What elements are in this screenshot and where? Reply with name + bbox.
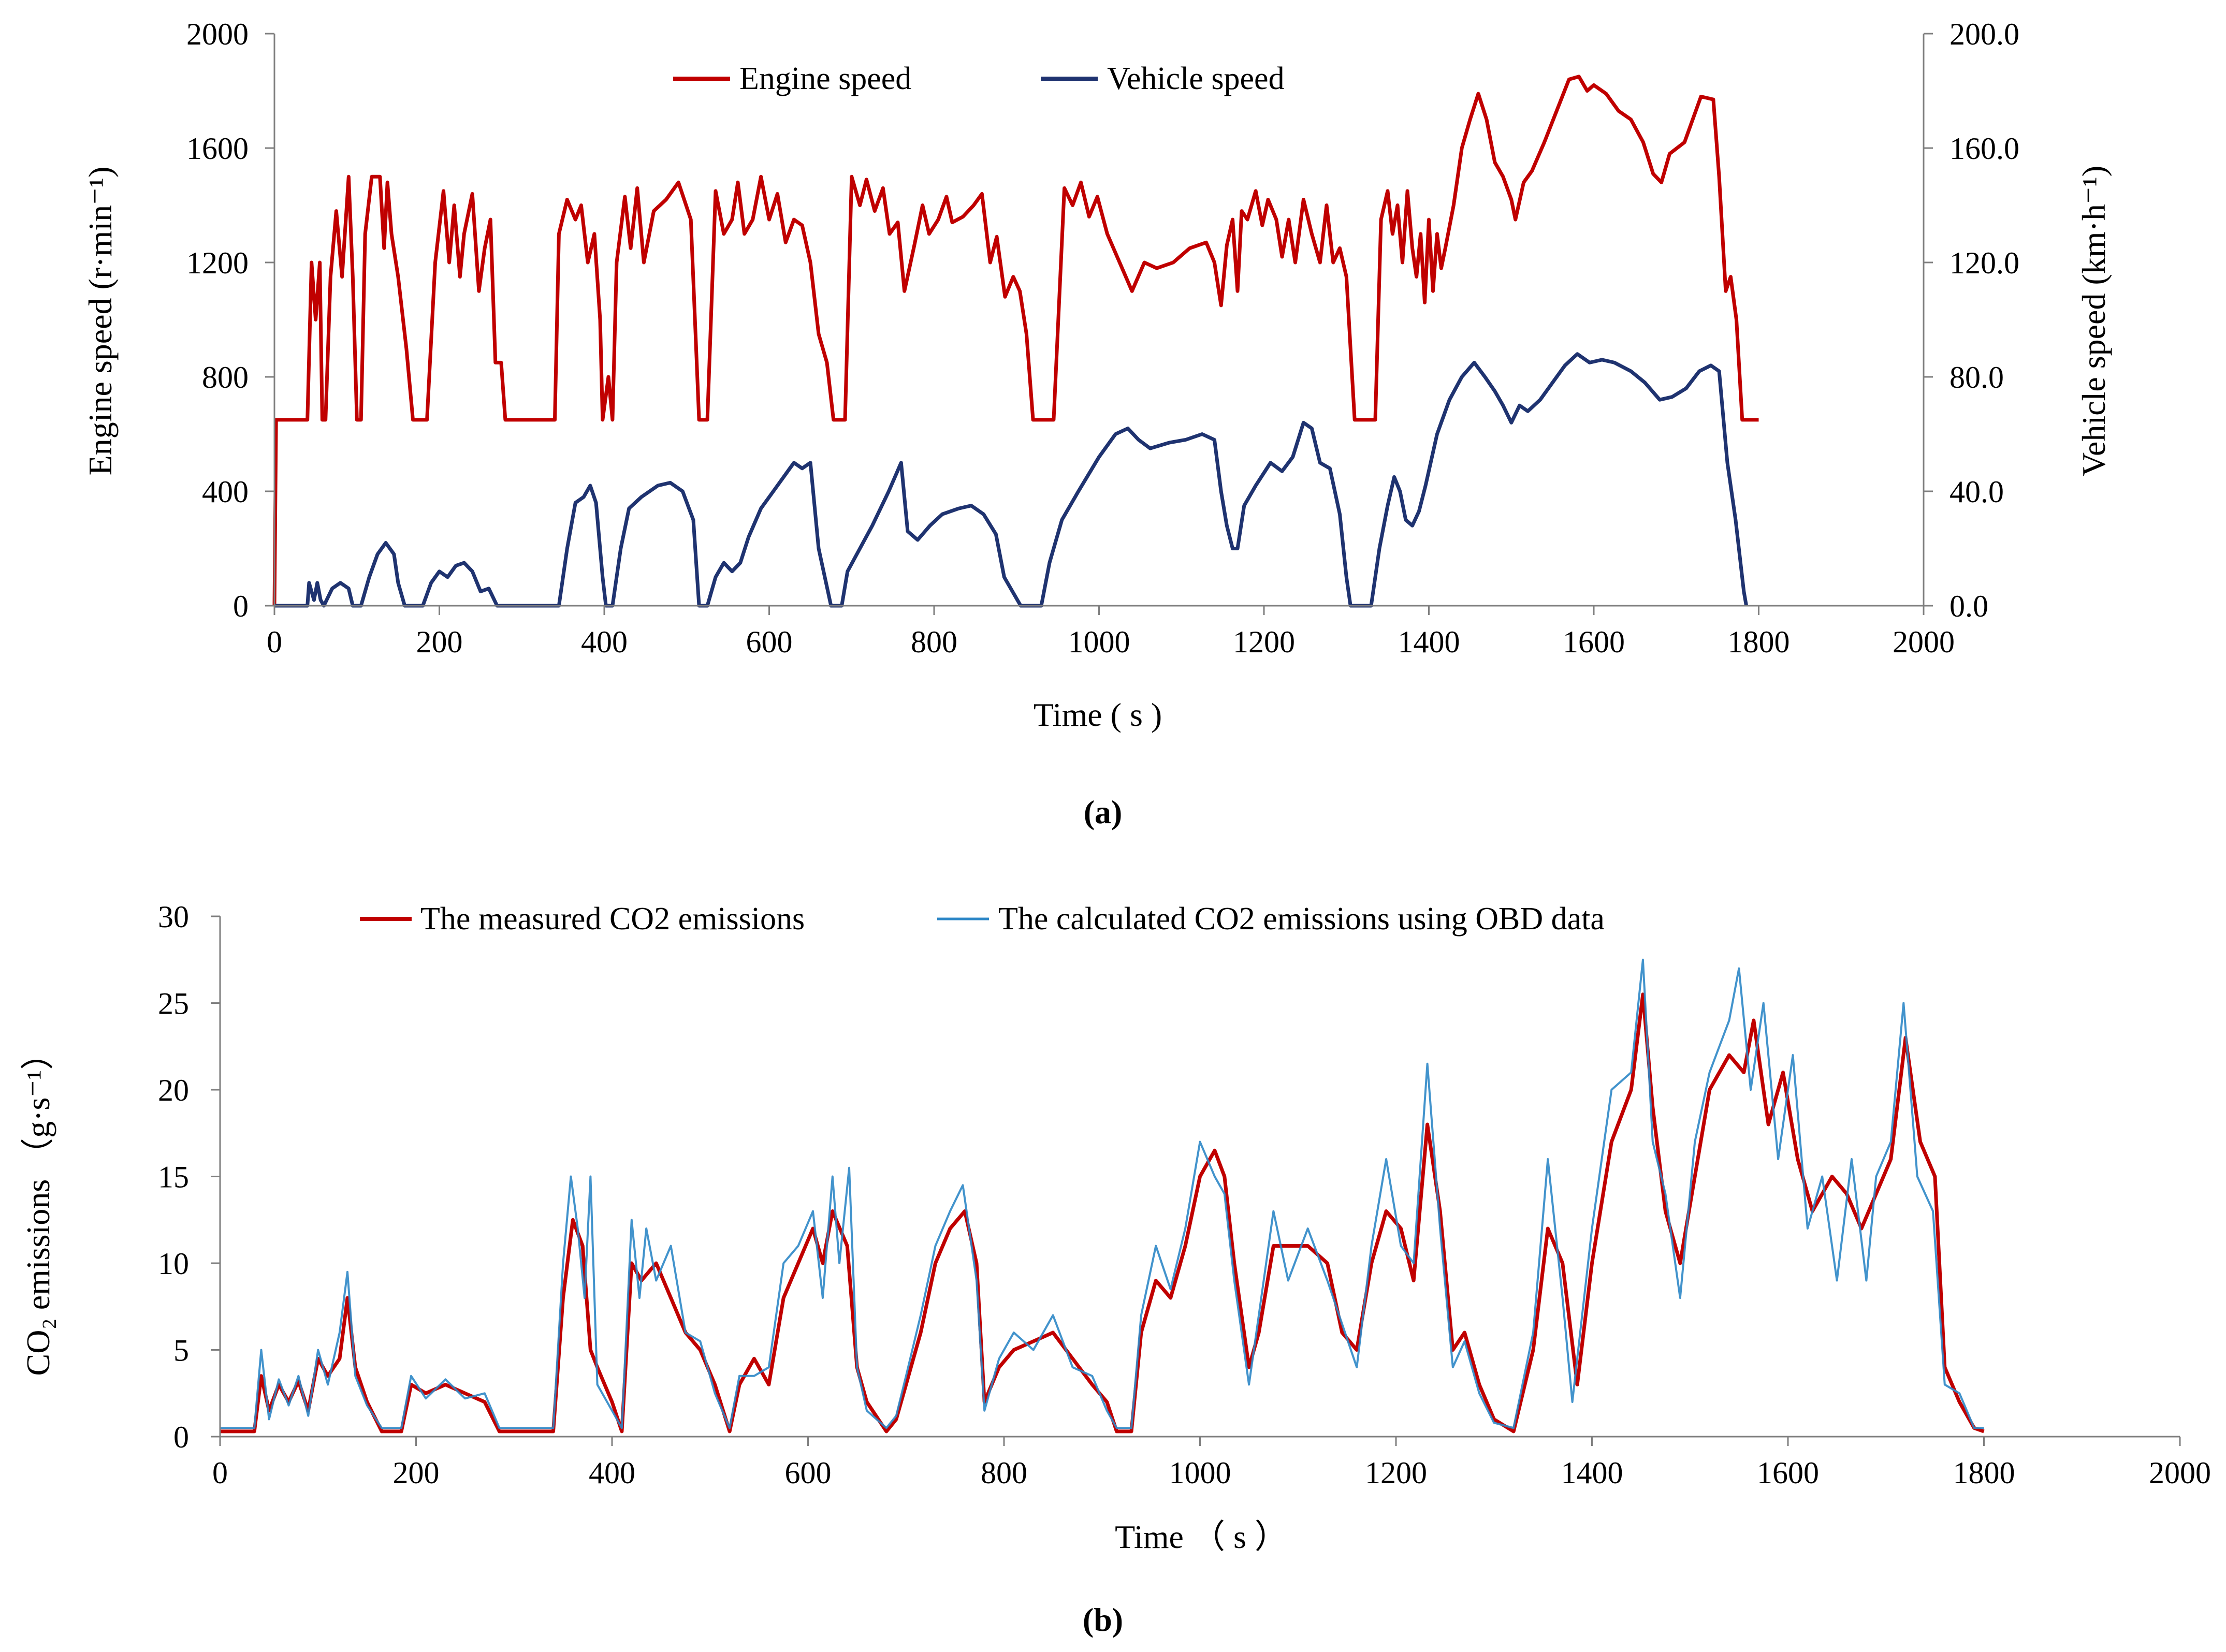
chart-a-y-right-tick-label: 160.0 <box>1949 131 2019 166</box>
legend-label-vehicle-speed: Vehicle speed <box>1107 61 1285 96</box>
legend-label-calculated-co2: The calculated CO2 emissions using OBD d… <box>998 901 1605 937</box>
chart-a-y-right-tick-label: 120.0 <box>1949 246 2019 280</box>
chart-b-ticks: 0 200 400 600 800 1000 1200 1400 1600 1800 2000 0 5 1… <box>158 900 2211 1490</box>
chart-a-y-right-tick-label: 0.0 <box>1949 589 1988 623</box>
chart-a-x-tick-label: 800 <box>911 625 957 659</box>
chart-a-x-axis-label: Time ( s ) <box>1034 696 1162 733</box>
chart-b: 0 200 400 600 800 1000 1200 1400 1600 1800 2000 0 5 1… <box>20 900 2211 1638</box>
chart-a-y-right-tick-label: 200.0 <box>1949 17 2019 51</box>
chart-a-x-tick-label: 1800 <box>1728 625 1790 659</box>
series-line-engine-speed <box>272 75 1759 606</box>
chart-b-y-tick-label: 20 <box>158 1073 189 1107</box>
chart-b-x-tick-label: 800 <box>981 1456 1027 1490</box>
series-line-calculated-co2 <box>220 958 1984 1429</box>
chart-b-legend: The measured CO2 emissions The calculate… <box>360 901 1605 937</box>
chart-a-x-tick-label: 1200 <box>1233 625 1295 659</box>
chart-a-x-tick-label: 1000 <box>1068 625 1130 659</box>
chart-a-x-tick-label: 1400 <box>1398 625 1460 659</box>
chart-a-x-tick-label: 1600 <box>1563 625 1625 659</box>
chart-a-series-layer <box>272 75 1759 608</box>
chart-b-x-tick-label: 400 <box>589 1456 635 1490</box>
chart-b-x-tick-label: 1600 <box>1757 1456 1819 1490</box>
chart-b-x-tick-label: 2000 <box>2149 1456 2211 1490</box>
chart-b-x-tick-label: 600 <box>785 1456 832 1490</box>
chart-b-x-tick-label: 1400 <box>1561 1456 1623 1490</box>
chart-a-y-left-tick-label: 1200 <box>186 246 249 280</box>
chart-b-y-axis-label: CO₂ emissions （g·s⁻¹） <box>20 1037 56 1376</box>
series-line-vehicle-speed <box>274 352 1749 608</box>
chart-a-y-right-tick-label: 80.0 <box>1949 360 2004 394</box>
chart-a-x-tick-label: 600 <box>746 625 793 659</box>
chart-a-x-tick-label: 200 <box>416 625 463 659</box>
chart-b-y-tick-label: 10 <box>158 1247 189 1281</box>
legend-label-measured-co2: The measured CO2 emissions <box>420 901 805 937</box>
chart-a-y-left-tick-label: 2000 <box>186 17 249 51</box>
chart-a-y-left-tick-label: 1600 <box>186 131 249 166</box>
chart-a: 0 200 400 600 800 1000 1200 1400 1600 1800 2000 0 40… <box>82 17 2112 830</box>
chart-a-y-left-tick-label: 400 <box>202 475 249 509</box>
chart-a-x-tick-label: 400 <box>581 625 628 659</box>
chart-b-series-layer <box>220 958 1985 1434</box>
caption-a: (a) <box>1084 794 1123 830</box>
chart-a-y-left-tick-label: 800 <box>202 360 249 394</box>
chart-b-x-tick-label: 200 <box>393 1456 440 1490</box>
chart-b-y-tick-label: 15 <box>158 1160 189 1194</box>
caption-b: (b) <box>1083 1601 1123 1638</box>
series-line-measured-co2 <box>220 992 1985 1434</box>
chart-a-ticks: 0 200 400 600 800 1000 1200 1400 1600 1800 2000 0 40… <box>186 17 2019 659</box>
chart-b-x-tick-label: 1200 <box>1365 1456 1427 1490</box>
chart-a-axes <box>273 34 1925 607</box>
legend-label-engine-speed: Engine speed <box>739 61 911 96</box>
chart-a-x-tick-label: 0 <box>267 625 282 659</box>
chart-b-y-tick-label: 25 <box>158 987 189 1021</box>
chart-b-x-tick-label: 1000 <box>1169 1456 1231 1490</box>
chart-a-y-left-tick-label: 0 <box>233 589 249 623</box>
chart-a-y-axis-label-left: Engine speed (r·min⁻¹) <box>82 167 119 476</box>
chart-a-x-tick-label: 2000 <box>1893 625 1955 659</box>
chart-a-y-axis-label-right: Vehicle speed (km·h⁻¹) <box>2075 166 2112 476</box>
chart-a-legend: Engine speed Vehicle speed <box>673 61 1285 96</box>
chart-b-y-tick-label: 5 <box>173 1334 189 1368</box>
chart-b-x-tick-label: 0 <box>212 1456 228 1490</box>
chart-b-x-axis-label: Time （ s ） <box>1115 1518 1288 1555</box>
chart-b-y-tick-label: 0 <box>173 1420 189 1454</box>
chart-a-y-right-tick-label: 40.0 <box>1949 475 2004 509</box>
chart-b-y-tick-label: 30 <box>158 900 189 934</box>
chart-b-x-tick-label: 1800 <box>1953 1456 2015 1490</box>
